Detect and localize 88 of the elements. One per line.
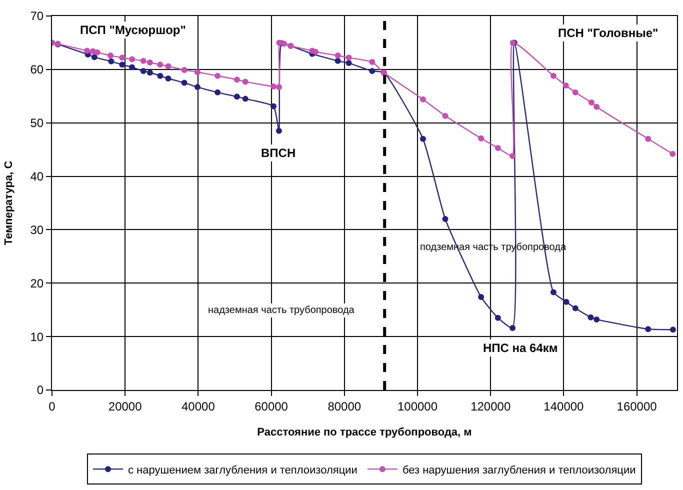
point <box>157 62 164 68</box>
point <box>594 104 600 110</box>
y-tick-label: 40 <box>30 169 44 184</box>
y-tick-label: 30 <box>30 222 44 237</box>
point <box>119 62 126 68</box>
point <box>181 80 188 86</box>
annotation: ПСН "Головные" <box>558 26 658 40</box>
point <box>194 69 200 76</box>
point <box>442 112 448 119</box>
point <box>84 48 90 54</box>
point <box>334 52 341 59</box>
point <box>645 326 652 332</box>
x-tick-label: 60000 <box>254 399 288 414</box>
y-tick-label: 20 <box>30 276 44 290</box>
y-tick-label: 70 <box>30 9 44 24</box>
point <box>242 78 248 85</box>
point <box>670 326 676 333</box>
point <box>129 64 136 70</box>
y-tick-label: 10 <box>30 330 44 344</box>
point <box>588 100 594 106</box>
x-axis-title: Расстояние по трассе трубопровода, м <box>257 426 472 439</box>
point <box>146 70 153 76</box>
point <box>369 58 376 65</box>
point <box>194 84 200 90</box>
point <box>181 66 188 73</box>
point <box>107 52 114 59</box>
point <box>270 103 276 110</box>
point <box>276 84 282 90</box>
x-tick-label: 20000 <box>108 399 142 414</box>
point <box>478 135 484 142</box>
point <box>234 94 240 100</box>
point <box>242 96 248 102</box>
y-tick-label: 50 <box>30 116 44 130</box>
point <box>478 294 484 300</box>
point <box>214 89 221 96</box>
point <box>550 72 556 79</box>
point <box>129 56 136 62</box>
x-tick-label: 80000 <box>328 399 362 414</box>
point <box>442 216 448 222</box>
point <box>270 84 276 90</box>
y-tick-label: 60 <box>30 62 44 77</box>
point <box>214 72 221 79</box>
legend-label: без нарушения заглубления и теплоизоляции <box>402 464 636 476</box>
point <box>346 60 352 66</box>
point <box>645 136 652 142</box>
point <box>140 58 146 64</box>
point <box>670 150 676 157</box>
x-tick-label: 100000 <box>397 399 438 414</box>
point <box>146 59 153 66</box>
point <box>119 54 126 61</box>
point <box>572 305 578 312</box>
point <box>562 82 569 88</box>
point <box>420 136 426 142</box>
x-tick-label: 140000 <box>544 399 584 414</box>
point <box>276 128 282 134</box>
point <box>550 289 556 296</box>
point <box>346 54 352 61</box>
point <box>369 68 376 74</box>
annotation: НПС на 64км <box>483 341 558 355</box>
point <box>234 76 240 83</box>
point <box>165 63 172 70</box>
point <box>91 54 98 60</box>
x-tick-label: 120000 <box>470 399 511 414</box>
x-tick-label: 40000 <box>182 399 216 414</box>
point <box>94 49 100 56</box>
annotation: ВПСН <box>261 146 296 160</box>
point <box>510 152 516 159</box>
point <box>572 89 578 96</box>
point <box>494 314 501 321</box>
annotation: надземная часть трубопровода <box>208 305 355 316</box>
point <box>334 58 341 64</box>
point <box>108 58 114 64</box>
point <box>588 314 594 320</box>
legend-label: с нарушением заглубления и теплоизоляции <box>128 464 358 476</box>
point <box>140 68 146 74</box>
annotation: ПСП "Мусюршор" <box>80 23 186 37</box>
point <box>157 72 164 79</box>
y-tick-label: 0 <box>36 383 44 398</box>
point <box>420 96 426 102</box>
point <box>563 298 570 305</box>
point <box>312 48 319 55</box>
point <box>510 325 516 332</box>
x-tick-label: 160000 <box>616 399 658 414</box>
x-tick-label: 0 <box>48 399 56 414</box>
y-axis-title: Температура, С <box>2 160 15 246</box>
point <box>594 316 600 322</box>
point <box>165 76 172 82</box>
point <box>494 144 501 151</box>
